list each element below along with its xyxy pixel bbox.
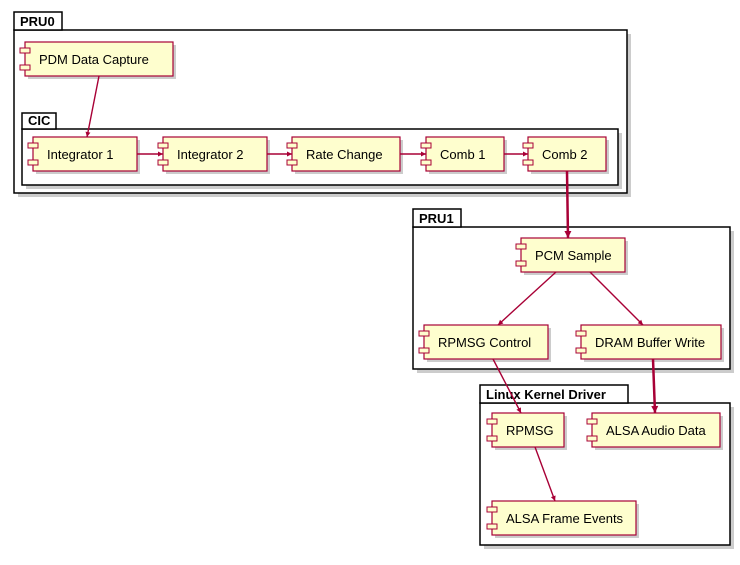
component-ear-icon (523, 143, 533, 148)
node-label-alsa: ALSA Audio Data (606, 423, 707, 438)
package-label-pru0: PRU0 (20, 14, 55, 29)
node-label-comb2: Comb 2 (542, 147, 588, 162)
component-ear-icon (158, 143, 168, 148)
package-label-kernel: Linux Kernel Driver (486, 387, 606, 402)
node-label-pcm: PCM Sample (535, 248, 612, 263)
node-label-comb1: Comb 1 (440, 147, 486, 162)
node-label-int2: Integrator 2 (177, 147, 244, 162)
component-ear-icon (487, 436, 497, 441)
node-label-pdm: PDM Data Capture (39, 52, 149, 67)
node-label-rate: Rate Change (306, 147, 383, 162)
node-label-frame: ALSA Frame Events (506, 511, 624, 526)
package-label-pru1: PRU1 (419, 211, 454, 226)
component-ear-icon (523, 160, 533, 165)
node-label-rpmsgc: RPMSG Control (438, 335, 531, 350)
component-ear-icon (158, 160, 168, 165)
component-ear-icon (287, 143, 297, 148)
edge-comb2-pcm (567, 171, 568, 238)
node-label-rpmsg: RPMSG (506, 423, 554, 438)
component-ear-icon (576, 348, 586, 353)
component-ear-icon (20, 48, 30, 53)
component-ear-icon (28, 143, 38, 148)
component-ear-icon (576, 331, 586, 336)
component-ear-icon (421, 160, 431, 165)
component-ear-icon (419, 331, 429, 336)
component-ear-icon (20, 65, 30, 70)
component-ear-icon (587, 419, 597, 424)
component-ear-icon (587, 436, 597, 441)
component-ear-icon (516, 244, 526, 249)
component-ear-icon (28, 160, 38, 165)
component-ear-icon (421, 143, 431, 148)
package-label-cic: CIC (28, 113, 51, 128)
component-ear-icon (419, 348, 429, 353)
component-ear-icon (487, 419, 497, 424)
component-ear-icon (487, 524, 497, 529)
component-ear-icon (287, 160, 297, 165)
node-label-int1: Integrator 1 (47, 147, 114, 162)
component-ear-icon (487, 507, 497, 512)
component-ear-icon (516, 261, 526, 266)
node-label-dram: DRAM Buffer Write (595, 335, 705, 350)
